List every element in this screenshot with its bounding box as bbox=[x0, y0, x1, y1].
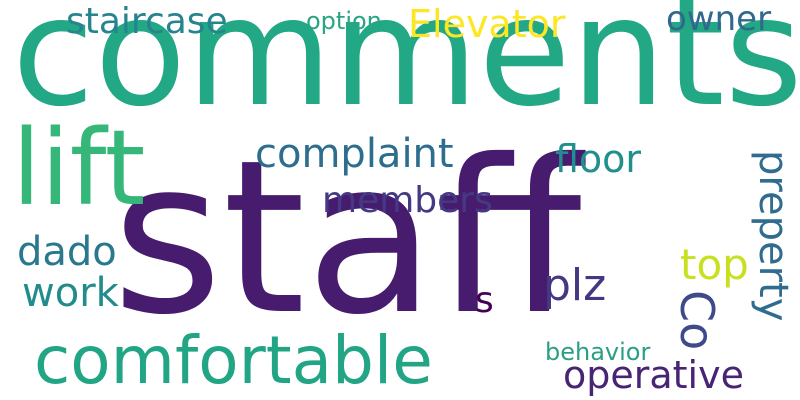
word-owner: owner bbox=[666, 0, 772, 39]
word-floor: floor bbox=[555, 137, 642, 181]
word-behavior: behavior bbox=[545, 338, 651, 366]
word-plz: plz bbox=[543, 260, 607, 311]
word-work: work bbox=[22, 270, 119, 316]
word-complaint: complaint bbox=[255, 131, 454, 177]
word-top: top bbox=[680, 240, 749, 289]
word-preperty: preperty bbox=[750, 150, 796, 322]
word-comments: comments bbox=[12, 0, 800, 140]
word-operative: operative bbox=[563, 353, 744, 397]
word-staff: staff bbox=[112, 114, 582, 361]
word-co: Co bbox=[670, 290, 724, 351]
word-lift: lift bbox=[12, 107, 146, 229]
word-comfortable: comfortable bbox=[34, 322, 433, 399]
word-option: option bbox=[306, 7, 382, 35]
word-dado: dado bbox=[17, 229, 117, 275]
word-s: s bbox=[475, 280, 494, 321]
word-staircase: staircase bbox=[66, 1, 228, 42]
word-elevator: Elevator bbox=[408, 2, 566, 46]
word-members: members bbox=[322, 180, 493, 221]
